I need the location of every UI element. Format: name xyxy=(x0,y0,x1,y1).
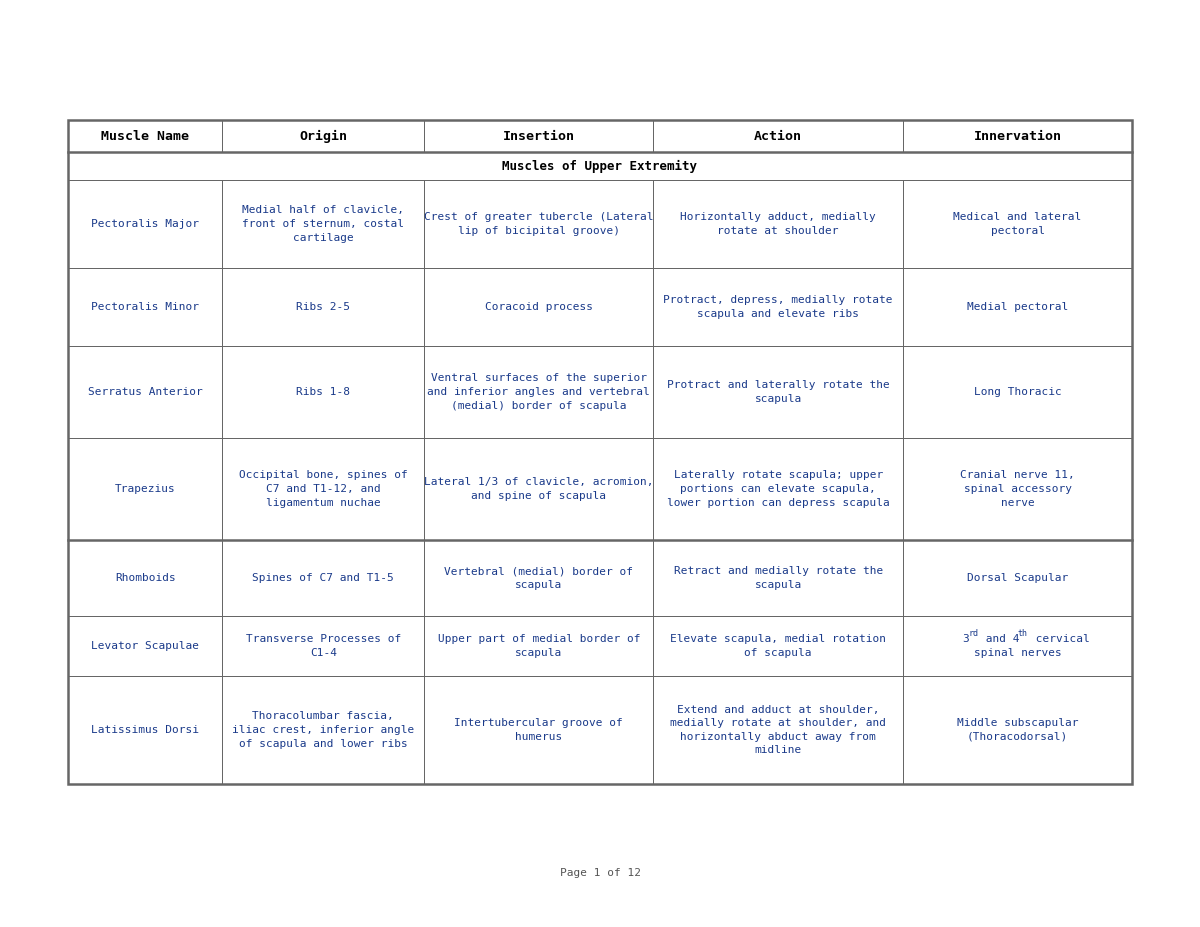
Text: Protract and laterally rotate the
scapula: Protract and laterally rotate the scapul… xyxy=(667,380,889,404)
Bar xyxy=(68,346,222,438)
Text: and 4: and 4 xyxy=(979,634,1020,644)
Bar xyxy=(653,616,904,676)
Bar xyxy=(904,180,1132,268)
Text: Dorsal Scapular: Dorsal Scapular xyxy=(967,573,1068,583)
Text: Latissimus Dorsi: Latissimus Dorsi xyxy=(91,725,199,735)
Bar xyxy=(68,152,1132,180)
Text: Medical and lateral
pectoral: Medical and lateral pectoral xyxy=(954,212,1081,235)
Text: Vertebral (medial) border of
scapula: Vertebral (medial) border of scapula xyxy=(444,566,634,590)
Bar xyxy=(68,438,222,540)
Bar xyxy=(653,438,904,540)
Bar xyxy=(222,346,425,438)
Bar xyxy=(653,676,904,784)
Text: Crest of greater tubercle (Lateral
lip of bicipital groove): Crest of greater tubercle (Lateral lip o… xyxy=(424,212,654,235)
Text: Elevate scapula, medial rotation
of scapula: Elevate scapula, medial rotation of scap… xyxy=(671,634,887,658)
Text: Protract, depress, medially rotate
scapula and elevate ribs: Protract, depress, medially rotate scapu… xyxy=(664,295,893,319)
Bar xyxy=(222,616,425,676)
Text: Serratus Anterior: Serratus Anterior xyxy=(88,387,203,397)
Bar xyxy=(653,268,904,346)
Bar xyxy=(904,268,1132,346)
Bar xyxy=(68,120,222,152)
Bar xyxy=(425,120,653,152)
Text: Ribs 1-8: Ribs 1-8 xyxy=(296,387,350,397)
Bar xyxy=(904,540,1132,616)
Text: Medial half of clavicle,
front of sternum, costal
cartilage: Medial half of clavicle, front of sternu… xyxy=(242,206,404,243)
Text: 3: 3 xyxy=(962,634,970,644)
Bar xyxy=(904,120,1132,152)
Bar xyxy=(653,120,904,152)
Bar xyxy=(68,616,222,676)
Text: Muscle Name: Muscle Name xyxy=(101,130,190,143)
Bar xyxy=(425,616,653,676)
Text: Transverse Processes of
C1-4: Transverse Processes of C1-4 xyxy=(246,634,401,658)
Bar xyxy=(222,676,425,784)
Text: Spines of C7 and T1-5: Spines of C7 and T1-5 xyxy=(252,573,395,583)
Bar xyxy=(222,180,425,268)
Bar xyxy=(904,438,1132,540)
Text: Retract and medially rotate the
scapula: Retract and medially rotate the scapula xyxy=(673,566,883,590)
Text: th: th xyxy=(1018,629,1027,639)
Bar xyxy=(222,120,425,152)
Bar xyxy=(68,540,222,616)
Text: Ventral surfaces of the superior
and inferior angles and vertebral
(medial) bord: Ventral surfaces of the superior and inf… xyxy=(427,374,650,411)
Bar xyxy=(425,180,653,268)
Bar xyxy=(653,540,904,616)
Text: Thoracolumbar fascia,
iliac crest, inferior angle
of scapula and lower ribs: Thoracolumbar fascia, iliac crest, infer… xyxy=(233,711,414,749)
Text: cervical: cervical xyxy=(1028,634,1090,644)
Bar xyxy=(222,268,425,346)
Bar xyxy=(425,268,653,346)
Bar xyxy=(68,676,222,784)
Bar xyxy=(904,616,1132,676)
Text: Upper part of medial border of
scapula: Upper part of medial border of scapula xyxy=(438,634,640,658)
Text: Action: Action xyxy=(755,130,803,143)
Text: Extend and adduct at shoulder,
medially rotate at shoulder, and
horizontally abd: Extend and adduct at shoulder, medially … xyxy=(671,705,887,756)
Text: Origin: Origin xyxy=(299,130,347,143)
Text: Pectoralis Minor: Pectoralis Minor xyxy=(91,302,199,312)
Text: Horizontally adduct, medially
rotate at shoulder: Horizontally adduct, medially rotate at … xyxy=(680,212,876,235)
Bar xyxy=(222,438,425,540)
Text: Muscles of Upper Extremity: Muscles of Upper Extremity xyxy=(503,159,697,172)
Text: Lateral 1/3 of clavicle, acromion,
and spine of scapula: Lateral 1/3 of clavicle, acromion, and s… xyxy=(424,477,654,501)
Text: Ribs 2-5: Ribs 2-5 xyxy=(296,302,350,312)
Text: Innervation: Innervation xyxy=(973,130,1062,143)
Bar xyxy=(425,346,653,438)
Text: Levator Scapulae: Levator Scapulae xyxy=(91,641,199,651)
Bar xyxy=(425,676,653,784)
Text: Pectoralis Major: Pectoralis Major xyxy=(91,219,199,229)
Bar xyxy=(653,346,904,438)
Text: Intertubercular groove of
humerus: Intertubercular groove of humerus xyxy=(455,718,623,742)
Text: Rhomboids: Rhomboids xyxy=(115,573,175,583)
Bar xyxy=(904,346,1132,438)
Text: Cranial nerve 11,
spinal accessory
nerve: Cranial nerve 11, spinal accessory nerve xyxy=(960,470,1075,508)
Text: Long Thoracic: Long Thoracic xyxy=(973,387,1062,397)
Bar xyxy=(222,540,425,616)
Text: Trapezius: Trapezius xyxy=(115,484,175,494)
Bar xyxy=(425,438,653,540)
Bar xyxy=(68,120,1132,784)
Text: Occipital bone, spines of
C7 and T1-12, and
ligamentum nuchae: Occipital bone, spines of C7 and T1-12, … xyxy=(239,470,408,508)
Text: Page 1 of 12: Page 1 of 12 xyxy=(559,868,641,878)
Text: Medial pectoral: Medial pectoral xyxy=(967,302,1068,312)
Bar xyxy=(425,540,653,616)
Text: spinal nerves: spinal nerves xyxy=(973,648,1062,657)
Bar xyxy=(653,180,904,268)
Bar xyxy=(904,676,1132,784)
Bar xyxy=(68,268,222,346)
Bar xyxy=(68,180,222,268)
Text: Laterally rotate scapula; upper
portions can elevate scapula,
lower portion can : Laterally rotate scapula; upper portions… xyxy=(667,470,889,508)
Text: rd: rd xyxy=(968,629,978,639)
Text: Middle subscapular
(Thoracodorsal): Middle subscapular (Thoracodorsal) xyxy=(956,718,1079,742)
Text: Insertion: Insertion xyxy=(503,130,575,143)
Text: Coracoid process: Coracoid process xyxy=(485,302,593,312)
